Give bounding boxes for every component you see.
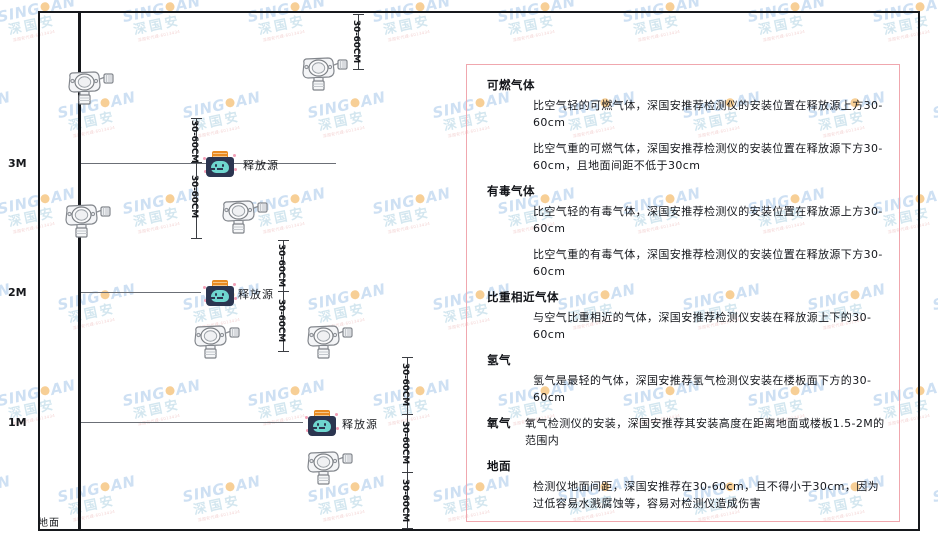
release-source-label-3m: 释放源 <box>243 159 279 172</box>
dimension-2m-lower-30-60cm: 30-60CM <box>276 292 300 352</box>
guideline-paragraph: 检测仪地面间距，深国安推荐在30-60cm，且不得小于30cm，因为过低容易水溅… <box>533 480 880 510</box>
dimension-text: 30-60CM <box>400 363 410 406</box>
gas-detector-icon <box>61 199 113 239</box>
release-source-label-1m: 释放源 <box>342 418 378 431</box>
gas-detector-icon <box>303 320 355 360</box>
watermark-sub: 深国安代理-6013434 <box>0 116 33 140</box>
dimension-text: 30-60CM <box>189 120 199 163</box>
dimension-top-30-60cm: 30-60CM <box>351 14 375 70</box>
guideline-heading: 氧气 <box>487 416 511 430</box>
dimension-right-seg2-30-60cm: 30-60CM <box>400 415 424 473</box>
guideline-section: 氧气 氧气检测仪的安装，深国安推荐其安装高度在距离地面或楼板1.5-2M的范围内 <box>481 415 885 449</box>
panel-sections: 可燃气体比空气轻的可燃气体，深国安推荐检测仪的安装位置在释放源上方30-60cm… <box>481 77 885 512</box>
guideline-section-inline: 氧气 氧气检测仪的安装，深国安推荐其安装高度在距离地面或楼板1.5-2M的范围内 <box>481 415 885 449</box>
dimension-text: 30-60CM <box>276 299 286 342</box>
installation-guidelines-panel: 可燃气体比空气轻的可燃气体，深国安推荐检测仪的安装位置在释放源上方30-60cm… <box>466 64 900 522</box>
gas-release-source-icon <box>203 148 237 178</box>
guideline-body: 比空气轻的可燃气体，深国安推荐检测仪的安装位置在释放源上方30-60cm 比空气重… <box>533 97 885 174</box>
guideline-paragraph: 比空气轻的可燃气体，深国安推荐检测仪的安装位置在释放源上方30-60cm <box>533 99 883 129</box>
guideline-heading: 地面 <box>487 459 511 473</box>
guideline-body: 检测仪地面间距，深国安推荐在30-60cm，且不得小于30cm，因为过低容易水溅… <box>533 478 885 512</box>
guideline-section: 比重相近气体与空气比重相近的气体，深国安推荐检测仪安装在释放源上下的30-60c… <box>481 289 885 343</box>
height-axis <box>78 11 81 531</box>
dimension-text: 30-60CM <box>400 421 410 464</box>
ground-label: 地面 <box>38 518 60 529</box>
gas-detector-icon <box>64 66 116 106</box>
guideline-section: 有毒气体比空气轻的有毒气体，深国安推荐检测仪的安装位置在释放源上方30-60cm… <box>481 183 885 280</box>
guideline-body: 比空气轻的有毒气体，深国安推荐检测仪的安装位置在释放源上方30-60cm 比空气重… <box>533 203 885 280</box>
watermark-brand-cn: 深国安 <box>0 101 31 134</box>
watermark-brand-cn: 深国安 <box>0 485 31 518</box>
dimension-text: 30-60CM <box>276 244 286 287</box>
guideline-heading: 比重相近气体 <box>487 290 559 304</box>
guideline-body: 氢气是最轻的气体，深国安推荐氢气检测仪安装在楼板面下方的30-60cm <box>533 372 885 406</box>
release-source-label-2m: 释放源 <box>238 288 274 301</box>
level-label-2m: 2M <box>8 286 27 299</box>
guideline-paragraph: 氧气检测仪的安装，深国安推荐其安装高度在距离地面或楼板1.5-2M的范围内 <box>525 417 885 447</box>
gas-detector-icon <box>298 52 350 92</box>
level-line-2m <box>81 292 201 293</box>
guideline-paragraph: 氢气是最轻的气体，深国安推荐氢气检测仪安装在楼板面下方的30-60cm <box>533 374 872 404</box>
guideline-paragraph: 比空气重的可燃气体，深国安推荐检测仪的安装位置在释放源下方30-60cm，且地面… <box>533 142 883 172</box>
watermark-sub: 深国安代理-6013434 <box>0 500 33 524</box>
gas-release-source-icon <box>305 407 339 437</box>
gas-release-source-icon <box>203 277 237 307</box>
guideline-heading: 可燃气体 <box>487 78 535 92</box>
dimension-right-seg3-30-60cm: 30-60CM <box>400 473 424 529</box>
dimension-3m-lower-30-60cm: 30-60CM <box>189 163 213 239</box>
dimension-text: 30-60CM <box>351 20 361 63</box>
dimension-2m-upper-30-60cm: 30-60CM <box>276 240 300 292</box>
dimension-text: 30-60CM <box>400 479 410 522</box>
guideline-paragraph: 与空气比重相近的气体，深国安推荐检测仪安装在释放源上下的30-60cm <box>533 311 872 341</box>
dimension-text: 30-60CM <box>189 175 199 218</box>
dimension-right-seg1-30-60cm: 30-60CM <box>400 357 424 415</box>
level-label-3m: 3M <box>8 157 27 170</box>
gas-detector-icon <box>303 446 355 486</box>
guideline-section: 可燃气体比空气轻的可燃气体，深国安推荐检测仪的安装位置在释放源上方30-60cm… <box>481 77 885 174</box>
level-label-1m: 1M <box>8 416 27 429</box>
gas-detector-icon <box>190 320 242 360</box>
guideline-paragraph: 比空气重的有毒气体，深国安推荐检测仪的安装位置在释放源下方30-60cm <box>533 248 883 278</box>
guideline-heading: 有毒气体 <box>487 184 535 198</box>
dimension-3m-upper-30-60cm: 30-60CM <box>189 118 213 163</box>
diagram-outer-frame <box>38 11 920 531</box>
gas-detector-icon <box>218 195 270 235</box>
guideline-paragraph: 比空气轻的有毒气体，深国安推荐检测仪的安装位置在释放源上方30-60cm <box>533 205 883 235</box>
watermark-sub: 深国安代理-6013434 <box>0 308 33 332</box>
guideline-heading: 氢气 <box>487 353 511 367</box>
level-line-1m <box>81 422 303 423</box>
guideline-body: 与空气比重相近的气体，深国安推荐检测仪安装在释放源上下的30-60cm <box>533 309 885 343</box>
guideline-section: 氢气氢气是最轻的气体，深国安推荐氢气检测仪安装在楼板面下方的30-60cm <box>481 352 885 406</box>
guideline-section: 地面检测仪地面间距，深国安推荐在30-60cm，且不得小于30cm，因为过低容易… <box>481 458 885 512</box>
